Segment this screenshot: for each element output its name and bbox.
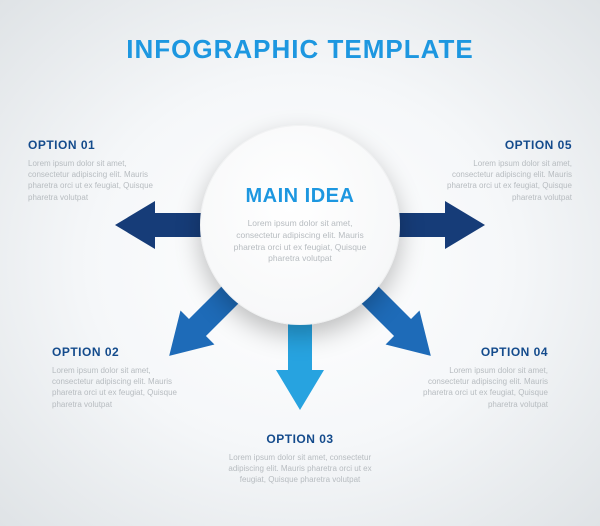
arrow-3 <box>276 310 324 410</box>
arrow-5 <box>385 201 485 249</box>
main-idea-title: MAIN IDEA <box>246 185 355 208</box>
center-circle: MAIN IDEA Lorem ipsum dolor sit amet, co… <box>200 125 400 325</box>
main-idea-body: Lorem ipsum dolor sit amet, consectetur … <box>226 218 374 266</box>
